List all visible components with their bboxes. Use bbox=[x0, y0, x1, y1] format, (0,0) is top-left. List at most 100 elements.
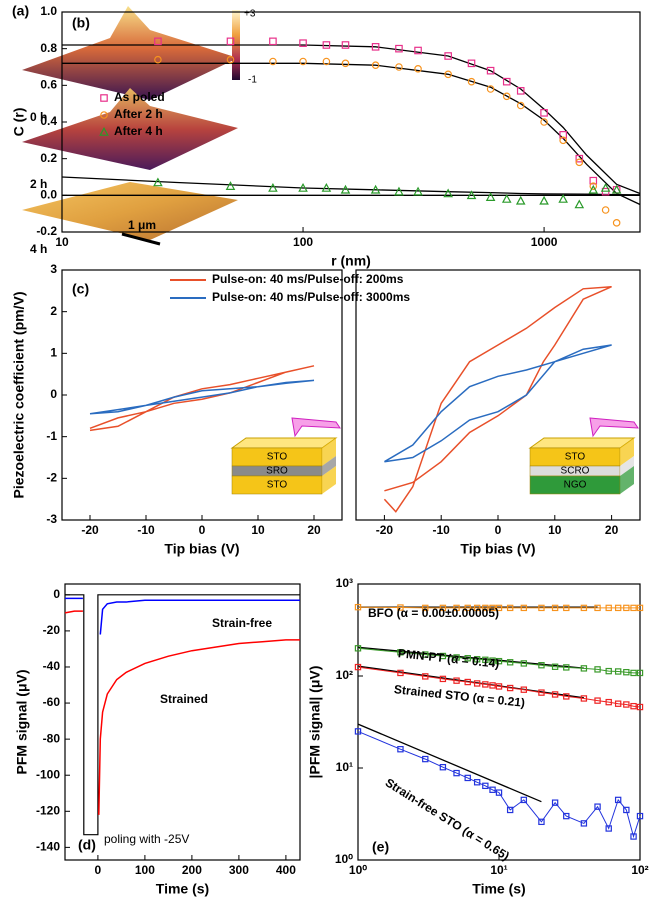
series-label: Strain-free bbox=[212, 616, 272, 630]
point bbox=[396, 45, 402, 51]
legend-label: As poled bbox=[114, 90, 165, 104]
y-tick-label: 10⁰ bbox=[335, 852, 353, 866]
afm-tip bbox=[590, 418, 638, 436]
inset-layer-label: STO bbox=[267, 452, 288, 463]
y-tick-label: 3 bbox=[50, 262, 57, 276]
y-tick-label: -1 bbox=[46, 429, 57, 443]
x-tick-label: 10 bbox=[55, 235, 69, 249]
point bbox=[396, 64, 402, 70]
legend-label: Pulse-on: 40 ms/Pulse-off: 200ms bbox=[212, 272, 404, 286]
x-tick-label: 300 bbox=[229, 863, 249, 877]
inset-layer-label: SRO bbox=[266, 466, 288, 477]
y-tick-label: -100 bbox=[36, 767, 60, 781]
point bbox=[342, 42, 348, 48]
y-tick-label: 1 bbox=[50, 346, 57, 360]
inset-layer-label: STO bbox=[565, 452, 586, 463]
series-label: BFO (α = 0.00±0.00005) bbox=[368, 606, 499, 620]
inset-top bbox=[530, 438, 634, 448]
series-label: Strain-free STO (α = 0.65) bbox=[383, 775, 512, 863]
panel-label: (b) bbox=[72, 15, 90, 31]
point bbox=[559, 195, 567, 202]
inset-top bbox=[232, 438, 336, 448]
y-axis-label: C (r) bbox=[11, 108, 27, 137]
x-tick-label: 0 bbox=[495, 523, 502, 537]
y-tick-label: -0.2 bbox=[36, 224, 57, 238]
series-label: Strained bbox=[160, 692, 208, 706]
y-tick-label: -60 bbox=[43, 695, 61, 709]
y-tick-label: 10² bbox=[336, 668, 353, 682]
point bbox=[613, 220, 619, 226]
y-axis-label: PFM signal (μV) bbox=[14, 669, 30, 774]
panel-label: (d) bbox=[78, 837, 96, 853]
x-tick-label: 0 bbox=[199, 523, 206, 537]
point bbox=[487, 193, 495, 200]
figure: 0 h2 h4 h+3-11 μm(a)101001000-0.20.00.20… bbox=[0, 0, 656, 918]
afm-tip bbox=[292, 418, 340, 436]
y-tick-label: 0.2 bbox=[40, 151, 57, 165]
point bbox=[517, 197, 525, 204]
x-axis-label: r (nm) bbox=[331, 253, 371, 269]
x-tick-label: 10 bbox=[251, 523, 265, 537]
point bbox=[503, 195, 511, 202]
y-tick-label: 2 bbox=[50, 304, 57, 318]
colorbar-label: +3 bbox=[244, 9, 256, 20]
y-tick-label: 1.0 bbox=[40, 4, 57, 18]
plot-frame bbox=[358, 584, 640, 860]
inset-layer-label: SCRO bbox=[561, 466, 590, 477]
x-tick-label: 10² bbox=[631, 863, 648, 877]
x-tick-label: 10 bbox=[548, 523, 562, 537]
panel-label: (e) bbox=[372, 839, 389, 855]
x-tick-label: 100 bbox=[293, 235, 313, 249]
point bbox=[540, 197, 548, 204]
x-tick-label: -10 bbox=[137, 523, 155, 537]
point bbox=[395, 188, 403, 195]
panel-label: (a) bbox=[12, 3, 29, 19]
y-tick-label: -2 bbox=[46, 471, 57, 485]
y-tick-label: -120 bbox=[36, 803, 60, 817]
point bbox=[270, 38, 276, 44]
series-line bbox=[90, 380, 314, 413]
y-axis-label: Piezoelectric coefficient (pm/V) bbox=[11, 292, 27, 499]
y-tick-label: -40 bbox=[43, 659, 61, 673]
y-tick-label: 10³ bbox=[336, 576, 353, 590]
x-tick-label: -20 bbox=[81, 523, 99, 537]
x-axis-label: Time (s) bbox=[156, 881, 209, 897]
inset-layer-label: NGO bbox=[564, 480, 587, 491]
scale-bar-label: 1 μm bbox=[128, 218, 156, 232]
point bbox=[342, 60, 348, 66]
series-line bbox=[90, 366, 314, 431]
y-tick-label: 0.8 bbox=[40, 41, 57, 55]
colorbar-label: -1 bbox=[248, 75, 257, 86]
y-tick-label: 0 bbox=[53, 587, 60, 601]
y-axis-label: |PFM signal| (μV) bbox=[307, 666, 323, 779]
annotation: poling with -25V bbox=[104, 832, 189, 846]
x-tick-label: 100 bbox=[135, 863, 155, 877]
point bbox=[602, 207, 608, 213]
y-tick-label: -80 bbox=[43, 731, 61, 745]
y-tick-label: -3 bbox=[46, 512, 57, 526]
x-tick-label: 20 bbox=[307, 523, 321, 537]
y-tick-label: 0 bbox=[50, 387, 57, 401]
point bbox=[576, 201, 584, 208]
legend-label: Pulse-on: 40 ms/Pulse-off: 3000ms bbox=[212, 290, 410, 304]
x-tick-label: -20 bbox=[376, 523, 394, 537]
y-tick-label: 10¹ bbox=[336, 760, 353, 774]
x-tick-label: 400 bbox=[276, 863, 296, 877]
x-tick-label: -10 bbox=[433, 523, 451, 537]
point bbox=[323, 184, 331, 191]
series-line bbox=[65, 611, 300, 815]
y-tick-label: -20 bbox=[43, 623, 61, 637]
point bbox=[101, 95, 107, 101]
legend-label: After 4 h bbox=[114, 124, 163, 138]
x-axis-label: Tip bias (V) bbox=[164, 541, 239, 557]
inset-layer-label: STO bbox=[267, 480, 288, 491]
x-tick-label: 1000 bbox=[531, 235, 558, 249]
panel-label: (c) bbox=[72, 281, 89, 297]
x-tick-label: 10¹ bbox=[490, 863, 507, 877]
y-tick-label: 0.0 bbox=[40, 188, 57, 202]
y-tick-label: 0.4 bbox=[40, 114, 57, 128]
x-tick-label: 0 bbox=[95, 863, 102, 877]
point bbox=[269, 184, 277, 191]
series-label: PMN-PT (α = 0.14) bbox=[397, 646, 500, 671]
x-tick-label: 200 bbox=[182, 863, 202, 877]
